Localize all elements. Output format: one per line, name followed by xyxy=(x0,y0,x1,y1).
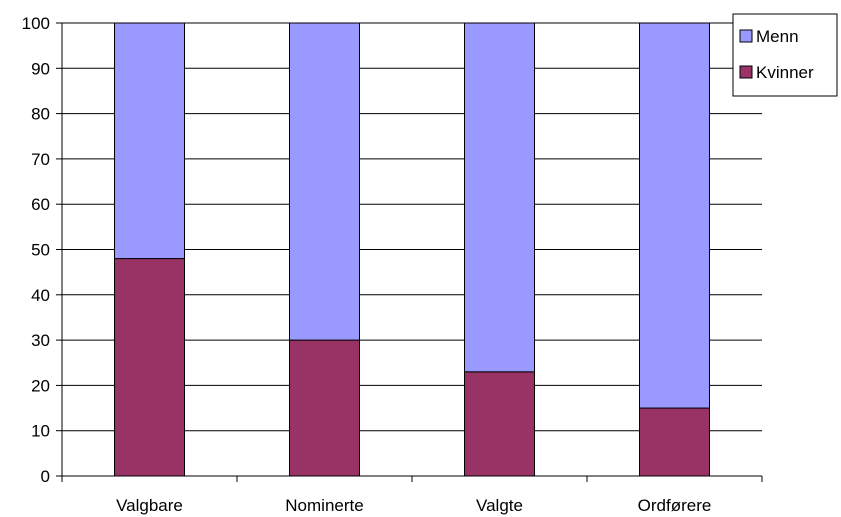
y-tick-label: 30 xyxy=(31,331,50,350)
x-tick-label: Valgte xyxy=(476,496,523,515)
y-tick-label: 50 xyxy=(31,241,50,260)
bar-kvinner-nominerte xyxy=(289,339,360,477)
x-tick-label: Nominerte xyxy=(285,496,363,515)
legend-swatch-kvinner xyxy=(739,65,753,79)
y-tick-label: 40 xyxy=(31,286,50,305)
y-tick-label: 90 xyxy=(31,59,50,78)
legend-label-kvinner: Kvinner xyxy=(756,63,814,82)
y-tick-label: 20 xyxy=(31,376,50,395)
y-tick-label: 70 xyxy=(31,150,50,169)
axes xyxy=(56,22,763,482)
bar-menn-valgbare xyxy=(114,22,185,260)
legend-box xyxy=(732,13,838,97)
bar-menn-ordførere xyxy=(639,22,710,409)
y-tick-label: 0 xyxy=(41,467,50,486)
y-tick-label: 60 xyxy=(31,195,50,214)
legend-swatch-menn xyxy=(739,29,753,43)
bar-menn-nominerte xyxy=(289,22,360,341)
bar-kvinner-valgbare xyxy=(114,258,185,477)
x-tick-labels: Valgbare Nominerte Valgte Ordførere xyxy=(116,496,711,515)
y-tick-labels: 0 10 20 30 40 50 60 70 80 90 100 xyxy=(22,14,50,486)
y-tick-label: 100 xyxy=(22,14,50,33)
bar-menn-valgte xyxy=(464,22,535,373)
x-tick-label: Ordførere xyxy=(638,496,712,515)
y-tick-label: 80 xyxy=(31,105,50,124)
x-tick-label: Valgbare xyxy=(116,496,183,515)
y-tick-label: 10 xyxy=(31,422,50,441)
legend: Menn Kvinner xyxy=(732,13,838,97)
bar-kvinner-ordførere xyxy=(639,407,710,477)
bar-kvinner-valgte xyxy=(464,371,535,477)
legend-label-menn: Menn xyxy=(756,27,799,46)
